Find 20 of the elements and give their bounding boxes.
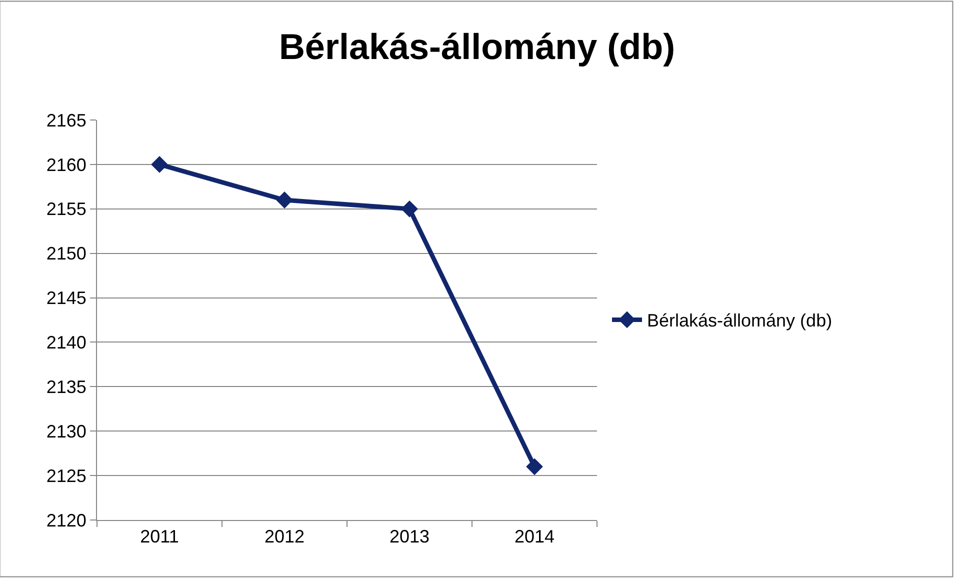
y-tick-label: 2145 [46, 288, 86, 308]
point [151, 156, 168, 173]
x-tick-label: 2013 [389, 526, 430, 547]
y-tick-label: 2120 [46, 510, 86, 530]
y-tick-label: 2125 [46, 466, 86, 486]
x-tick-label: 2011 [140, 526, 179, 547]
y-tick-label: 2135 [46, 376, 86, 397]
y-tick-label: 2130 [46, 421, 86, 442]
y-tick-label: 2150 [46, 244, 86, 264]
y-tick-label: 2140 [46, 332, 86, 353]
chart-title: Bérlakás-állomány (db) [278, 26, 676, 67]
y-tick-label: 2155 [46, 199, 86, 220]
y-tick-label: 2165 [46, 110, 86, 130]
x-tick-label: 2012 [264, 526, 305, 547]
point [276, 192, 293, 208]
x-tick-label: 2014 [514, 526, 555, 547]
legend-label: Bérlakás-állomány (db) [647, 310, 832, 331]
point [401, 200, 418, 218]
point [526, 458, 543, 476]
y-tick-label: 2160 [46, 154, 86, 175]
